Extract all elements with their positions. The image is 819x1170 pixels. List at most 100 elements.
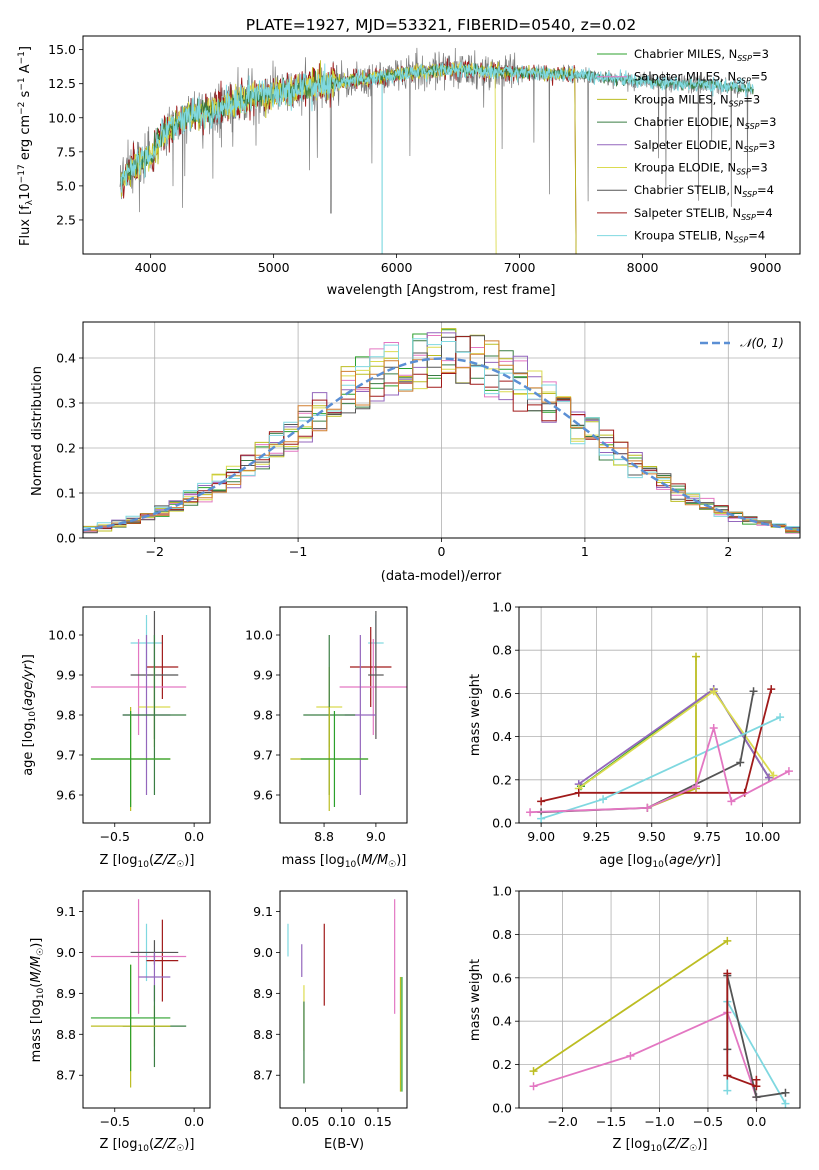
spectrum-xtick-label-5: 9000 [750,260,782,275]
ageM-ytick-label-4: 10.0 [245,628,273,643]
mwAge-series-7 [530,724,790,814]
mwZ-xtick-label-2: −1.0 [644,1114,674,1129]
massZ-ytick-label-4: 9.1 [56,904,76,919]
mwAge-marker-6-1 [599,795,608,804]
mwZ-ytick-label-4: 0.8 [492,927,512,942]
massZ-ytick-label-0: 8.7 [56,1068,76,1083]
massZ-ytick-label-1: 8.8 [56,1027,76,1042]
mwAge-series-5 [540,688,773,803]
ageM-xtick-label-0: 8.8 [314,829,334,844]
ageZ-ytick-label-0: 9.6 [56,788,76,803]
massZ-ytick-label-2: 8.9 [56,986,76,1001]
age-vs-mass-panel: mass [log10(M/M☉)] 8.8 9.0 9.6 9.7 9.8 9.9 10.… [245,606,408,870]
massweight-vs-z-xlabel: Z [log10(Z/Z☉)] [613,1137,708,1154]
mwAge-ytick-label-4: 0.8 [492,643,512,658]
mwZ-marker-3-2 [752,1093,761,1102]
massEbv-plot-area [287,899,403,1092]
mwZ-series-1 [533,1011,758,1098]
mwAge-ytick-label-1: 0.2 [492,772,512,787]
age-vs-z-panel: Z [log10(Z/Z☉)] age [log10(age/yr)] −0.5… [21,606,211,870]
figure-title: PLATE=1927, MJD=53321, FIBERID=0540, z=0… [246,16,636,34]
ageZ-ytick-label-2: 9.8 [56,708,76,723]
mwAge-marker-4-2 [736,758,745,767]
mwZ-ytick-label-1: 0.2 [492,1057,512,1072]
ageZ-ytick-label-3: 9.9 [56,668,76,683]
mass-vs-ebv-panel: E(B-V) 0.05 0.10 0.15 8.7 8.8 8.9 9.0 9.1 [253,890,408,1152]
age-vs-z-xlabel: Z [log10(Z/Z☉)] [100,853,195,870]
mwZ-marker-2-2 [781,1099,790,1108]
mass-vs-ebv-xlabel: E(B-V) [324,1137,364,1152]
ageM-ytick-label-2: 9.8 [253,708,273,723]
legend-label-7: Salpeter STELIB, NSSP=4 [634,206,773,222]
hist-xtick-label-1: −1 [289,544,307,559]
massZ-ytick-label-3: 9.0 [56,945,76,960]
mwAge-marker-7-0 [526,808,535,817]
mwZ-series-0 [532,940,728,1072]
mwZ-marker-2-0 [723,1086,732,1095]
spectrum-ytick-label-1: 5.0 [56,178,76,193]
ageZ-xtick-label-1: 0.0 [184,829,204,844]
massweight-vs-age-ylabel: mass weight [468,674,483,756]
mwAge-ytick-label-0: 0.0 [492,816,512,831]
mwZ-marker-1-1 [626,1051,635,1060]
mwAge-marker-3-1 [709,687,718,696]
spectrum-panel: wavelength [Angstrom, rest frame] Flux [… [17,35,801,298]
hist-ytick-label-4: 0.4 [56,351,76,366]
spectrum-ytick-label-4: 12.5 [48,76,76,91]
massZ-frame [82,890,211,1109]
hist-ytick-label-1: 0.1 [56,486,76,501]
massEbv-ytick-label-4: 9.1 [253,904,273,919]
hist-xtick-label-2: 0 [438,544,446,559]
legend-label-6: Chabrier STELIB, NSSP=4 [634,183,774,199]
spectrum-model-kroupa-stelib [120,61,754,193]
hist-ytick-label-2: 0.2 [56,441,76,456]
spectrum-xtick-label-3: 7000 [504,260,536,275]
massEbv-ytick-label-2: 8.9 [253,986,273,1001]
hist-ytick-label-0: 0.0 [56,531,76,546]
mwAge-xtick-label-3: 9.75 [693,829,721,844]
legend-label-4: Salpeter ELODIE, NSSP=3 [634,138,775,154]
massZ-xtick-label-0: −0.5 [100,1114,130,1129]
mwZ-marker-4-0 [723,969,732,978]
ageZ-ytick-label-4: 10.0 [48,628,76,643]
mwZ-ytick-label-3: 0.6 [492,970,512,985]
ageM-xtick-label-1: 9.0 [366,829,386,844]
mwAge-marker-7-5 [784,767,793,776]
mwZ-marker-0-0 [529,1067,538,1076]
mwAge-marker-0-0 [692,652,701,661]
legend-label-2: Kroupa MILES, NSSP=3 [634,92,760,108]
mwZ-xtick-label-4: 0.0 [746,1114,766,1129]
ageZ-plot-area [90,611,187,811]
mass-vs-z-xlabel: Z [log10(Z/Z☉)] [100,1137,195,1154]
age-vs-mass-xlabel: mass [log10(M/M☉)] [282,853,407,870]
mwZ-marker-4-1 [723,1071,732,1080]
mwAge-xtick-label-0: 9.00 [527,829,555,844]
histogram-ylabel: Normed distribution [30,366,45,496]
mwAge-marker-7-2 [692,782,701,791]
age-vs-z-ylabel: age [log10(age/yr)] [21,654,38,776]
massEbv-ytick-label-0: 8.7 [253,1068,273,1083]
massweight-vs-age-xlabel: age [log10(age/yr)] [599,853,721,870]
hist-xtick-label-3: 1 [581,544,589,559]
legend-label-1: Salpeter MILES, NSSP=5 [634,70,768,86]
massEbv-ytick-label-1: 8.8 [253,1027,273,1042]
massEbv-xtick-label-1: 0.10 [328,1114,356,1129]
mwZ-marker-4-3 [752,1075,761,1084]
spectrum-plot-area [119,47,754,254]
ageZ-ytick-label-1: 9.7 [56,748,76,763]
ageM-ytick-label-1: 9.7 [253,748,273,763]
spectrum-ytick-label-0: 2.5 [56,212,76,227]
hist-ytick-label-3: 0.3 [56,396,76,411]
mwZ-xtick-label-0: −2.0 [547,1114,577,1129]
spectrum-xtick-label-0: 4000 [135,260,167,275]
mwAge-ytick-label-2: 0.4 [492,729,512,744]
massweight-vs-z-ylabel: mass weight [468,959,483,1041]
mwAge-ytick-label-3: 0.6 [492,686,512,701]
mwAge-marker-7-1 [643,803,652,812]
spectrum-ylabel: Flux [fλ10−17 erg cm−2 s−1 A−1] [17,46,35,246]
mwAge-marker-5-3 [767,685,776,694]
massEbv-frame [279,890,408,1109]
mwAge-series-1 [580,687,770,788]
legend-label-8: Kroupa STELIB, NSSP=4 [634,229,765,245]
